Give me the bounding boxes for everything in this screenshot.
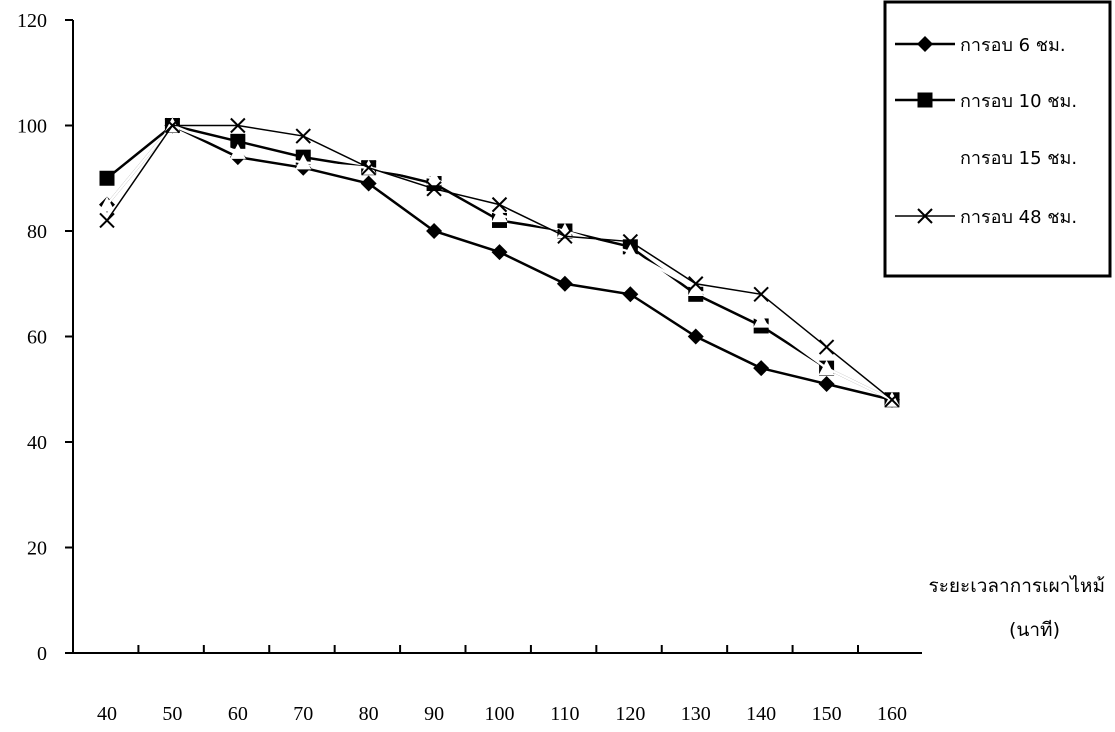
y-tick-label: 80 bbox=[27, 221, 47, 243]
legend-marker bbox=[917, 92, 933, 108]
legend-marker bbox=[917, 208, 933, 224]
series-line bbox=[106, 124, 893, 401]
legend-entry: การอบ 48 ชม. bbox=[895, 207, 1077, 228]
series-3 bbox=[99, 117, 900, 407]
data-point bbox=[491, 207, 508, 223]
x-tick-label: 110 bbox=[550, 703, 579, 725]
data-point bbox=[491, 244, 508, 261]
series-layer bbox=[99, 117, 900, 408]
x-tick-label: 100 bbox=[485, 703, 515, 725]
x-tick-label: 60 bbox=[228, 703, 248, 725]
data-point bbox=[426, 223, 443, 239]
data-point bbox=[818, 360, 835, 376]
data-point bbox=[884, 392, 900, 408]
axes bbox=[72, 20, 922, 654]
x-ticks: 40 50 60 70 80 90 100 110 120 130 140 150 160 bbox=[97, 645, 907, 725]
data-point bbox=[229, 143, 246, 159]
legend-label: การอบ 15 ชม. bbox=[960, 148, 1077, 169]
y-tick-label: 120 bbox=[17, 10, 47, 32]
data-point bbox=[295, 154, 312, 170]
legend-label: การอบ 48 ชม. bbox=[960, 207, 1077, 228]
series-line bbox=[106, 123, 893, 402]
data-point bbox=[164, 117, 181, 134]
y-tick-label: 40 bbox=[27, 432, 47, 454]
data-point bbox=[622, 233, 639, 250]
data-point bbox=[687, 328, 704, 345]
series-line bbox=[106, 124, 893, 401]
x-tick-label: 50 bbox=[162, 703, 182, 725]
data-point bbox=[688, 276, 704, 292]
x-tick-label: 160 bbox=[877, 703, 907, 725]
legend-label: การอบ 10 ชม. bbox=[960, 91, 1077, 112]
data-point bbox=[753, 286, 769, 303]
data-point bbox=[622, 286, 639, 303]
data-point bbox=[360, 159, 377, 176]
legend: การอบ 6 ชม. การอบ 10 ชม. การอบ 15 ชม. การอบ… bbox=[883, 0, 1112, 278]
x-axis-title: ระยะเวลาการเผาไหม้ bbox=[928, 575, 1105, 597]
data-point bbox=[99, 170, 115, 186]
y-tick-label: 0 bbox=[37, 643, 47, 665]
series-4 bbox=[99, 117, 900, 408]
series-line bbox=[106, 123, 893, 401]
series-2 bbox=[99, 118, 900, 408]
data-point bbox=[295, 128, 311, 144]
data-point bbox=[818, 375, 835, 392]
x-tick-label: 70 bbox=[293, 703, 313, 725]
x-tick-label: 120 bbox=[615, 703, 645, 725]
data-point bbox=[360, 175, 377, 192]
data-point bbox=[557, 228, 573, 244]
data-point bbox=[687, 281, 704, 297]
y-tick-label: 100 bbox=[17, 116, 47, 138]
data-point bbox=[753, 312, 770, 328]
x-tick-label: 130 bbox=[681, 703, 711, 725]
legend-label: การอบ 6 ชม. bbox=[960, 35, 1066, 56]
x-tick-label: 80 bbox=[359, 703, 379, 725]
data-point bbox=[491, 196, 508, 213]
x-axis-unit: (นาที) bbox=[1009, 619, 1060, 641]
data-point bbox=[426, 181, 442, 197]
legend-marker bbox=[917, 149, 933, 164]
y-tick-label: 60 bbox=[27, 327, 47, 349]
data-point bbox=[753, 360, 770, 377]
data-point bbox=[818, 339, 835, 355]
data-point bbox=[99, 196, 115, 212]
data-point bbox=[230, 117, 246, 134]
x-tick-label: 40 bbox=[97, 703, 117, 725]
legend-marker bbox=[917, 36, 933, 52]
data-point bbox=[99, 212, 115, 229]
data-point bbox=[622, 244, 639, 260]
data-point bbox=[556, 275, 573, 292]
data-point bbox=[230, 133, 246, 149]
legend-entry: การอบ 15 ชม. bbox=[895, 148, 1077, 169]
x-tick-label: 150 bbox=[812, 703, 842, 725]
x-tick-label: 90 bbox=[424, 703, 444, 725]
series-1 bbox=[99, 117, 900, 408]
legend-entry: การอบ 6 ชม. bbox=[895, 35, 1066, 56]
y-ticks: 0 20 40 60 80 100 120 bbox=[17, 10, 73, 665]
data-point bbox=[426, 170, 443, 186]
legend-entry: การอบ 10 ชม. bbox=[895, 91, 1077, 112]
x-tick-label: 140 bbox=[746, 703, 776, 725]
y-tick-label: 20 bbox=[27, 538, 47, 560]
